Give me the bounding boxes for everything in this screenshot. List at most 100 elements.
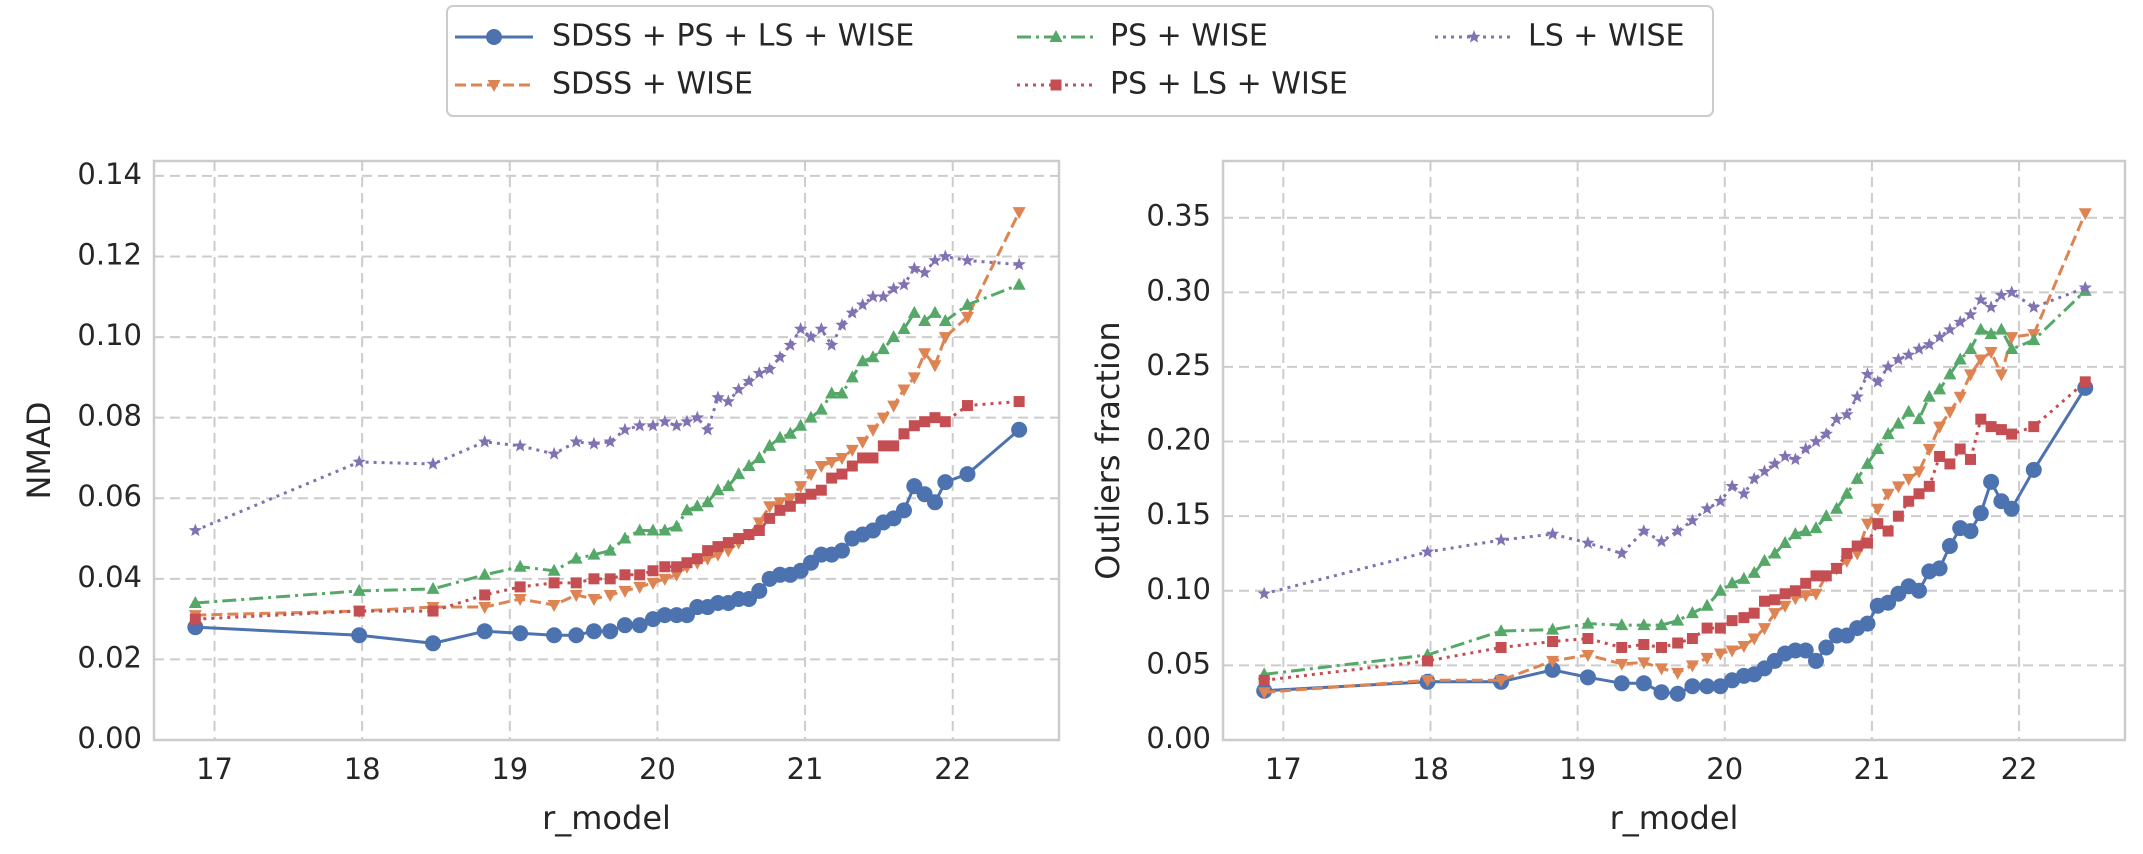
- legend-box: [446, 5, 1714, 117]
- x-axis-label: r_model: [542, 799, 671, 837]
- y-tick-label: 0.00: [77, 721, 142, 755]
- marker: [1800, 577, 1812, 589]
- marker: [1726, 615, 1738, 627]
- marker: [919, 416, 931, 428]
- marker: [1953, 352, 1967, 365]
- marker: [712, 541, 724, 553]
- marker: [1684, 678, 1701, 695]
- marker: [602, 623, 619, 640]
- marker: [1841, 547, 1853, 559]
- marker: [1933, 382, 1947, 395]
- marker: [1049, 30, 1063, 42]
- marker: [1954, 443, 1966, 455]
- marker: [1819, 427, 1833, 440]
- x-tick-label: 19: [491, 752, 528, 786]
- marker: [898, 428, 910, 440]
- marker: [1581, 649, 1595, 662]
- marker: [2005, 285, 2019, 298]
- marker: [2027, 300, 2041, 313]
- marker: [1581, 616, 1595, 629]
- marker: [1902, 404, 1916, 417]
- marker: [1975, 413, 1987, 425]
- marker: [763, 438, 777, 451]
- x-tick-label: 20: [1706, 752, 1743, 786]
- marker: [743, 529, 755, 541]
- marker: [928, 305, 942, 318]
- series-line: [195, 428, 1021, 645]
- marker: [670, 519, 684, 532]
- marker: [1922, 337, 1936, 351]
- x-tick-label: 18: [344, 752, 381, 786]
- marker: [1582, 633, 1594, 645]
- marker: [658, 523, 672, 536]
- marker: [1820, 570, 1832, 582]
- marker: [1881, 359, 1895, 373]
- marker: [1859, 615, 1876, 632]
- marker: [1922, 389, 1936, 402]
- marker: [876, 342, 890, 355]
- marker: [1686, 633, 1698, 645]
- marker: [825, 386, 839, 399]
- marker: [1701, 622, 1713, 634]
- marker: [960, 253, 975, 267]
- marker: [835, 386, 849, 399]
- marker: [1050, 79, 1062, 91]
- x-tick-label: 21: [1853, 752, 1890, 786]
- marker: [835, 452, 849, 465]
- marker: [514, 581, 526, 593]
- marker: [1964, 453, 1976, 465]
- marker: [1768, 456, 1782, 470]
- marker: [425, 635, 442, 652]
- marker: [1931, 560, 1948, 577]
- y-tick-label: 0.14: [77, 157, 142, 191]
- marker: [1712, 678, 1729, 695]
- marker: [633, 418, 647, 432]
- marker: [742, 374, 756, 388]
- marker: [783, 338, 797, 351]
- marker: [691, 553, 703, 565]
- marker: [1923, 480, 1935, 492]
- marker: [1747, 471, 1761, 485]
- marker: [1880, 594, 1897, 611]
- y-tick-label: 0.25: [1146, 348, 1211, 382]
- marker: [1871, 374, 1885, 388]
- marker: [1546, 655, 1560, 668]
- marker: [1891, 416, 1905, 429]
- marker: [1616, 641, 1628, 653]
- marker: [1861, 537, 1873, 549]
- marker: [845, 370, 859, 383]
- marker: [1892, 510, 1904, 522]
- y-tick-label: 0.02: [77, 640, 142, 674]
- marker: [897, 277, 911, 291]
- marker: [189, 613, 201, 625]
- marker: [1258, 674, 1270, 686]
- marker: [569, 589, 583, 602]
- marker: [783, 493, 797, 506]
- marker: [634, 569, 646, 581]
- marker: [1635, 675, 1652, 692]
- marker: [1671, 613, 1685, 626]
- marker: [479, 589, 491, 601]
- series-line: [195, 400, 1020, 621]
- marker: [588, 573, 600, 585]
- marker: [1912, 412, 1926, 425]
- marker: [804, 410, 818, 423]
- y-tick-label: 0.04: [77, 560, 142, 594]
- marker: [928, 360, 942, 373]
- marker: [1545, 527, 1560, 540]
- marker: [569, 551, 583, 564]
- marker: [1810, 570, 1822, 582]
- marker: [1789, 585, 1801, 597]
- marker: [656, 607, 673, 624]
- marker: [876, 412, 890, 425]
- marker: [1012, 207, 1026, 220]
- marker: [1912, 342, 1926, 355]
- marker: [1737, 486, 1751, 500]
- marker: [887, 330, 901, 343]
- marker: [1819, 509, 1833, 522]
- x-tick-label: 19: [1559, 752, 1596, 786]
- marker: [784, 500, 796, 512]
- y-tick-label: 0.30: [1146, 273, 1211, 307]
- marker: [1788, 527, 1802, 540]
- marker: [1994, 322, 2008, 335]
